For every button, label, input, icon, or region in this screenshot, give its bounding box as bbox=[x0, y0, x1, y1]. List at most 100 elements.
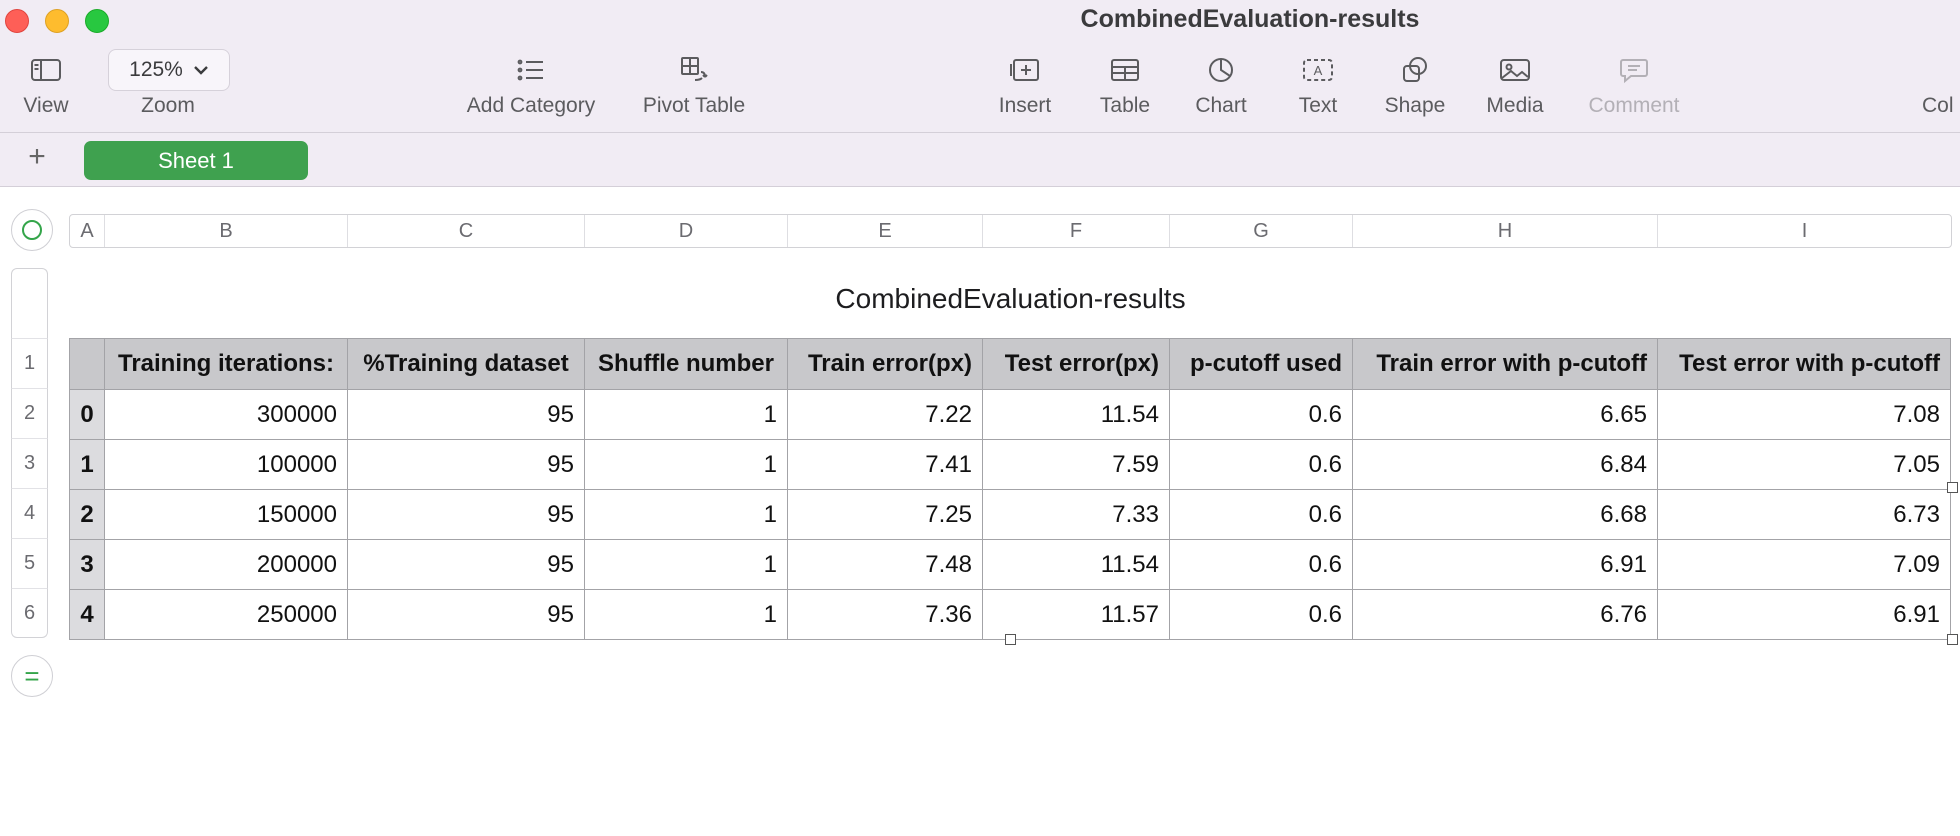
cell-p-cutoff[interactable]: 0.6 bbox=[1169, 589, 1353, 640]
table-button[interactable]: Table bbox=[1094, 52, 1156, 118]
chart-label: Chart bbox=[1195, 94, 1247, 117]
cell-test-error-p-cutoff[interactable]: 6.91 bbox=[1657, 589, 1951, 640]
cell-test-error[interactable]: 7.59 bbox=[982, 439, 1170, 490]
header-cell-test-error[interactable]: Test error(px) bbox=[982, 338, 1170, 390]
cell-test-error[interactable]: 11.54 bbox=[982, 389, 1170, 440]
add-row-button[interactable]: = bbox=[11, 655, 53, 697]
table-body: 0 300000 95 1 7.22 11.54 0.6 6.65 7.08 1 100000 95 1… bbox=[69, 389, 1951, 640]
cell-training-iterations[interactable]: 100000 bbox=[104, 439, 348, 490]
insert-button[interactable]: Insert bbox=[990, 52, 1060, 118]
row-header-6[interactable]: 6 bbox=[11, 588, 48, 638]
column-header-h[interactable]: H bbox=[1353, 215, 1658, 247]
cell-p-cutoff[interactable]: 0.6 bbox=[1169, 489, 1353, 540]
cell-training-iterations[interactable]: 300000 bbox=[104, 389, 348, 440]
view-button[interactable]: View bbox=[16, 52, 76, 118]
chart-button[interactable]: Chart bbox=[1190, 52, 1252, 118]
cell-shuffle-number[interactable]: 1 bbox=[584, 589, 788, 640]
sheet-tab-sheet-1[interactable]: Sheet 1 bbox=[84, 141, 308, 180]
cell-train-error-p-cutoff[interactable]: 6.65 bbox=[1352, 389, 1658, 440]
cell-test-error-p-cutoff[interactable]: 7.09 bbox=[1657, 539, 1951, 590]
cell-test-error-p-cutoff[interactable]: 7.05 bbox=[1657, 439, 1951, 490]
media-button[interactable]: Media bbox=[1482, 52, 1548, 118]
header-cell-shuffle-number[interactable]: Shuffle number bbox=[584, 338, 788, 390]
table-title[interactable]: CombinedEvaluation-results bbox=[835, 283, 1186, 314]
cell-training-iterations[interactable]: 150000 bbox=[104, 489, 348, 540]
fullscreen-window-button[interactable] bbox=[85, 9, 109, 33]
header-cell-train-error-p-cutoff[interactable]: Train error with p-cutoff bbox=[1352, 338, 1658, 390]
column-header-a[interactable]: A bbox=[70, 215, 105, 247]
column-header-g[interactable]: G bbox=[1170, 215, 1353, 247]
cell-train-error-p-cutoff[interactable]: 6.68 bbox=[1352, 489, 1658, 540]
resize-handle-corner[interactable] bbox=[1947, 634, 1958, 645]
cell-test-error[interactable]: 11.54 bbox=[982, 539, 1170, 590]
cell-shuffle-number[interactable]: 1 bbox=[584, 439, 788, 490]
cell-shuffle-number[interactable]: 1 bbox=[584, 489, 788, 540]
cell-test-error-p-cutoff[interactable]: 7.08 bbox=[1657, 389, 1951, 440]
cell-train-error[interactable]: 7.22 bbox=[787, 389, 983, 440]
cell-p-cutoff[interactable]: 0.6 bbox=[1169, 389, 1353, 440]
column-header-e[interactable]: E bbox=[788, 215, 983, 247]
header-cell-index[interactable] bbox=[69, 338, 105, 390]
cell-index[interactable]: 4 bbox=[69, 589, 105, 640]
shape-label: Shape bbox=[1384, 94, 1446, 117]
row-header-5[interactable]: 5 bbox=[11, 538, 48, 588]
cell-test-error-p-cutoff[interactable]: 6.73 bbox=[1657, 489, 1951, 540]
row-header-2[interactable]: 2 bbox=[11, 388, 48, 438]
cell-test-error[interactable]: 11.57 bbox=[982, 589, 1170, 640]
select-table-button[interactable] bbox=[11, 209, 53, 251]
table-row: 1 100000 95 1 7.41 7.59 0.6 6.84 7.05 bbox=[69, 439, 1951, 490]
cell-training-iterations[interactable]: 200000 bbox=[104, 539, 348, 590]
add-sheet-button[interactable]: + bbox=[28, 140, 46, 173]
header-cell-training-dataset[interactable]: %Training dataset bbox=[347, 338, 585, 390]
cell-training-dataset[interactable]: 95 bbox=[347, 439, 585, 490]
cell-train-error[interactable]: 7.41 bbox=[787, 439, 983, 490]
row-header-1[interactable]: 1 bbox=[11, 338, 48, 388]
shape-button[interactable]: Shape bbox=[1380, 52, 1450, 118]
collaborate-button[interactable]: Col bbox=[1922, 52, 1960, 118]
header-cell-test-error-p-cutoff[interactable]: Test error with p-cutoff bbox=[1657, 338, 1951, 390]
cell-train-error-p-cutoff[interactable]: 6.91 bbox=[1352, 539, 1658, 590]
row-header-4[interactable]: 4 bbox=[11, 488, 48, 538]
cell-training-dataset[interactable]: 95 bbox=[347, 539, 585, 590]
column-header-f[interactable]: F bbox=[983, 215, 1170, 247]
zoom-select[interactable]: 125% bbox=[108, 49, 230, 91]
zoom-label-wrap: Zoom bbox=[128, 52, 208, 118]
column-header-i[interactable]: I bbox=[1801, 219, 1808, 242]
cell-training-dataset[interactable]: 95 bbox=[347, 489, 585, 540]
cell-index[interactable]: 2 bbox=[69, 489, 105, 540]
cell-shuffle-number[interactable]: 1 bbox=[584, 389, 788, 440]
resize-handle-right[interactable] bbox=[1947, 482, 1958, 493]
column-header-b[interactable]: B bbox=[105, 215, 348, 247]
cell-index[interactable]: 3 bbox=[69, 539, 105, 590]
cell-test-error[interactable]: 7.33 bbox=[982, 489, 1170, 540]
column-header-d[interactable]: D bbox=[585, 215, 788, 247]
close-window-button[interactable] bbox=[5, 9, 29, 33]
add-category-button[interactable]: Add Category bbox=[458, 52, 604, 118]
header-cell-train-error[interactable]: Train error(px) bbox=[787, 338, 983, 390]
text-button[interactable]: A Text bbox=[1292, 52, 1344, 118]
cell-train-error-p-cutoff[interactable]: 6.76 bbox=[1352, 589, 1658, 640]
pivot-table-button[interactable]: Pivot Table bbox=[636, 52, 752, 118]
comment-button[interactable]: Comment bbox=[1584, 52, 1684, 118]
cell-training-dataset[interactable]: 95 bbox=[347, 589, 585, 640]
cell-train-error[interactable]: 7.25 bbox=[787, 489, 983, 540]
minimize-window-button[interactable] bbox=[45, 9, 69, 33]
column-header-c[interactable]: C bbox=[348, 215, 585, 247]
cell-index[interactable]: 1 bbox=[69, 439, 105, 490]
cell-train-error-p-cutoff[interactable]: 6.84 bbox=[1352, 439, 1658, 490]
header-cell-training-iterations[interactable]: Training iterations: bbox=[104, 338, 348, 390]
cell-training-iterations[interactable]: 250000 bbox=[104, 589, 348, 640]
row-header-3[interactable]: 3 bbox=[11, 438, 48, 488]
cell-p-cutoff[interactable]: 0.6 bbox=[1169, 539, 1353, 590]
cell-shuffle-number[interactable]: 1 bbox=[584, 539, 788, 590]
resize-handle-bottom[interactable] bbox=[1005, 634, 1016, 645]
cell-train-error[interactable]: 7.36 bbox=[787, 589, 983, 640]
header-cell-p-cutoff[interactable]: p-cutoff used bbox=[1169, 338, 1353, 390]
list-icon bbox=[517, 59, 543, 81]
cell-p-cutoff[interactable]: 0.6 bbox=[1169, 439, 1353, 490]
cell-training-dataset[interactable]: 95 bbox=[347, 389, 585, 440]
cell-train-error[interactable]: 7.48 bbox=[787, 539, 983, 590]
table-label: Table bbox=[1099, 94, 1151, 117]
cell-index[interactable]: 0 bbox=[69, 389, 105, 440]
toolbar: CombinedEvaluation-results View 125% Zoo… bbox=[0, 0, 1960, 133]
